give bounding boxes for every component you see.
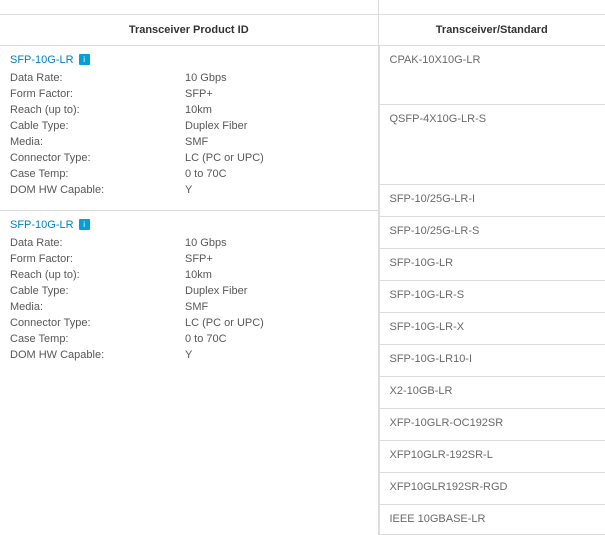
spec-label: Cable Type:	[10, 118, 185, 134]
spec-value: LC (PC or UPC)	[185, 315, 264, 331]
products-column: SFP-10G-LR i Data Rate:10 Gbps Form Fact…	[0, 45, 378, 535]
spec-row: Data Rate:10 Gbps	[10, 235, 368, 251]
spec-label: Case Temp:	[10, 166, 185, 182]
spec-row: DOM HW Capable:Y	[10, 182, 368, 198]
spec-value: Y	[185, 347, 192, 363]
standard-cell: X2-10GB-LR	[379, 377, 605, 409]
spec-value: Duplex Fiber	[185, 283, 247, 299]
spec-row: Media:SMF	[10, 134, 368, 150]
standard-cell: SFP-10G-LR-X	[379, 313, 605, 345]
spec-value: 0 to 70C	[185, 166, 227, 182]
compatibility-table: Transceiver Product ID Transceiver/Stand…	[0, 0, 605, 535]
standard-cell: IEEE 10GBASE-LR	[379, 505, 605, 535]
header-product-id: Transceiver Product ID	[0, 14, 378, 45]
spec-row: Media:SMF	[10, 299, 368, 315]
product-link[interactable]: SFP-10G-LR	[10, 219, 74, 231]
standard-cell: SFP-10G-LR10-I	[379, 345, 605, 377]
spec-value: 10km	[185, 102, 212, 118]
standard-cell: XFP-10GLR-OC192SR	[379, 409, 605, 441]
standard-cell: SFP-10G-LR-S	[379, 281, 605, 313]
info-icon[interactable]: i	[79, 54, 90, 65]
spec-row: Cable Type:Duplex Fiber	[10, 118, 368, 134]
standard-cell: SFP-10/25G-LR-S	[379, 217, 605, 249]
product-title-row: SFP-10G-LR i	[10, 54, 368, 66]
standards-column: CPAK-10X10G-LRQSFP-4X10G-LR-SSFP-10/25G-…	[378, 45, 605, 535]
header-standard: Transceiver/Standard	[378, 14, 605, 45]
spec-label: Reach (up to):	[10, 267, 185, 283]
header-row: Transceiver Product ID Transceiver/Stand…	[0, 14, 605, 45]
info-icon[interactable]: i	[79, 219, 90, 230]
product-block: SFP-10G-LR i Data Rate:10 Gbps Form Fact…	[0, 210, 378, 375]
standard-cell: QSFP-4X10G-LR-S	[379, 105, 605, 185]
product-link[interactable]: SFP-10G-LR	[10, 54, 74, 66]
spec-label: Data Rate:	[10, 70, 185, 86]
spec-value: 10 Gbps	[185, 70, 227, 86]
product-block: SFP-10G-LR i Data Rate:10 Gbps Form Fact…	[0, 46, 378, 210]
standard-cell: CPAK-10X10G-LR	[379, 46, 605, 105]
spec-row: Reach (up to):10km	[10, 267, 368, 283]
spec-label: Case Temp:	[10, 331, 185, 347]
standard-cell: XFP10GLR-192SR-L	[379, 441, 605, 473]
spec-label: Connector Type:	[10, 315, 185, 331]
spec-row: Form Factor:SFP+	[10, 86, 368, 102]
spec-label: Media:	[10, 134, 185, 150]
spec-row: Form Factor:SFP+	[10, 251, 368, 267]
standard-cell: SFP-10/25G-LR-I	[379, 185, 605, 217]
spec-value: LC (PC or UPC)	[185, 150, 264, 166]
spec-value: 0 to 70C	[185, 331, 227, 347]
spec-value: Y	[185, 182, 192, 198]
spec-label: Data Rate:	[10, 235, 185, 251]
spec-row: Reach (up to):10km	[10, 102, 368, 118]
spec-row: Case Temp:0 to 70C	[10, 166, 368, 182]
blank-header-row	[0, 0, 605, 14]
spec-label: DOM HW Capable:	[10, 182, 185, 198]
spec-row: DOM HW Capable:Y	[10, 347, 368, 363]
spec-label: Form Factor:	[10, 86, 185, 102]
spec-row: Data Rate:10 Gbps	[10, 70, 368, 86]
spec-row: Case Temp:0 to 70C	[10, 331, 368, 347]
spec-row: Cable Type:Duplex Fiber	[10, 283, 368, 299]
spec-label: DOM HW Capable:	[10, 347, 185, 363]
spec-value: SFP+	[185, 86, 213, 102]
spec-label: Connector Type:	[10, 150, 185, 166]
spec-label: Form Factor:	[10, 251, 185, 267]
spec-value: SMF	[185, 299, 208, 315]
spec-row: Connector Type:LC (PC or UPC)	[10, 315, 368, 331]
spec-value: SFP+	[185, 251, 213, 267]
spec-label: Media:	[10, 299, 185, 315]
standard-cell: XFP10GLR192SR-RGD	[379, 473, 605, 505]
standard-cell: SFP-10G-LR	[379, 249, 605, 281]
spec-value: SMF	[185, 134, 208, 150]
spec-value: Duplex Fiber	[185, 118, 247, 134]
spec-label: Reach (up to):	[10, 102, 185, 118]
spec-label: Cable Type:	[10, 283, 185, 299]
spec-row: Connector Type:LC (PC or UPC)	[10, 150, 368, 166]
spec-value: 10 Gbps	[185, 235, 227, 251]
product-title-row: SFP-10G-LR i	[10, 219, 368, 231]
spec-value: 10km	[185, 267, 212, 283]
